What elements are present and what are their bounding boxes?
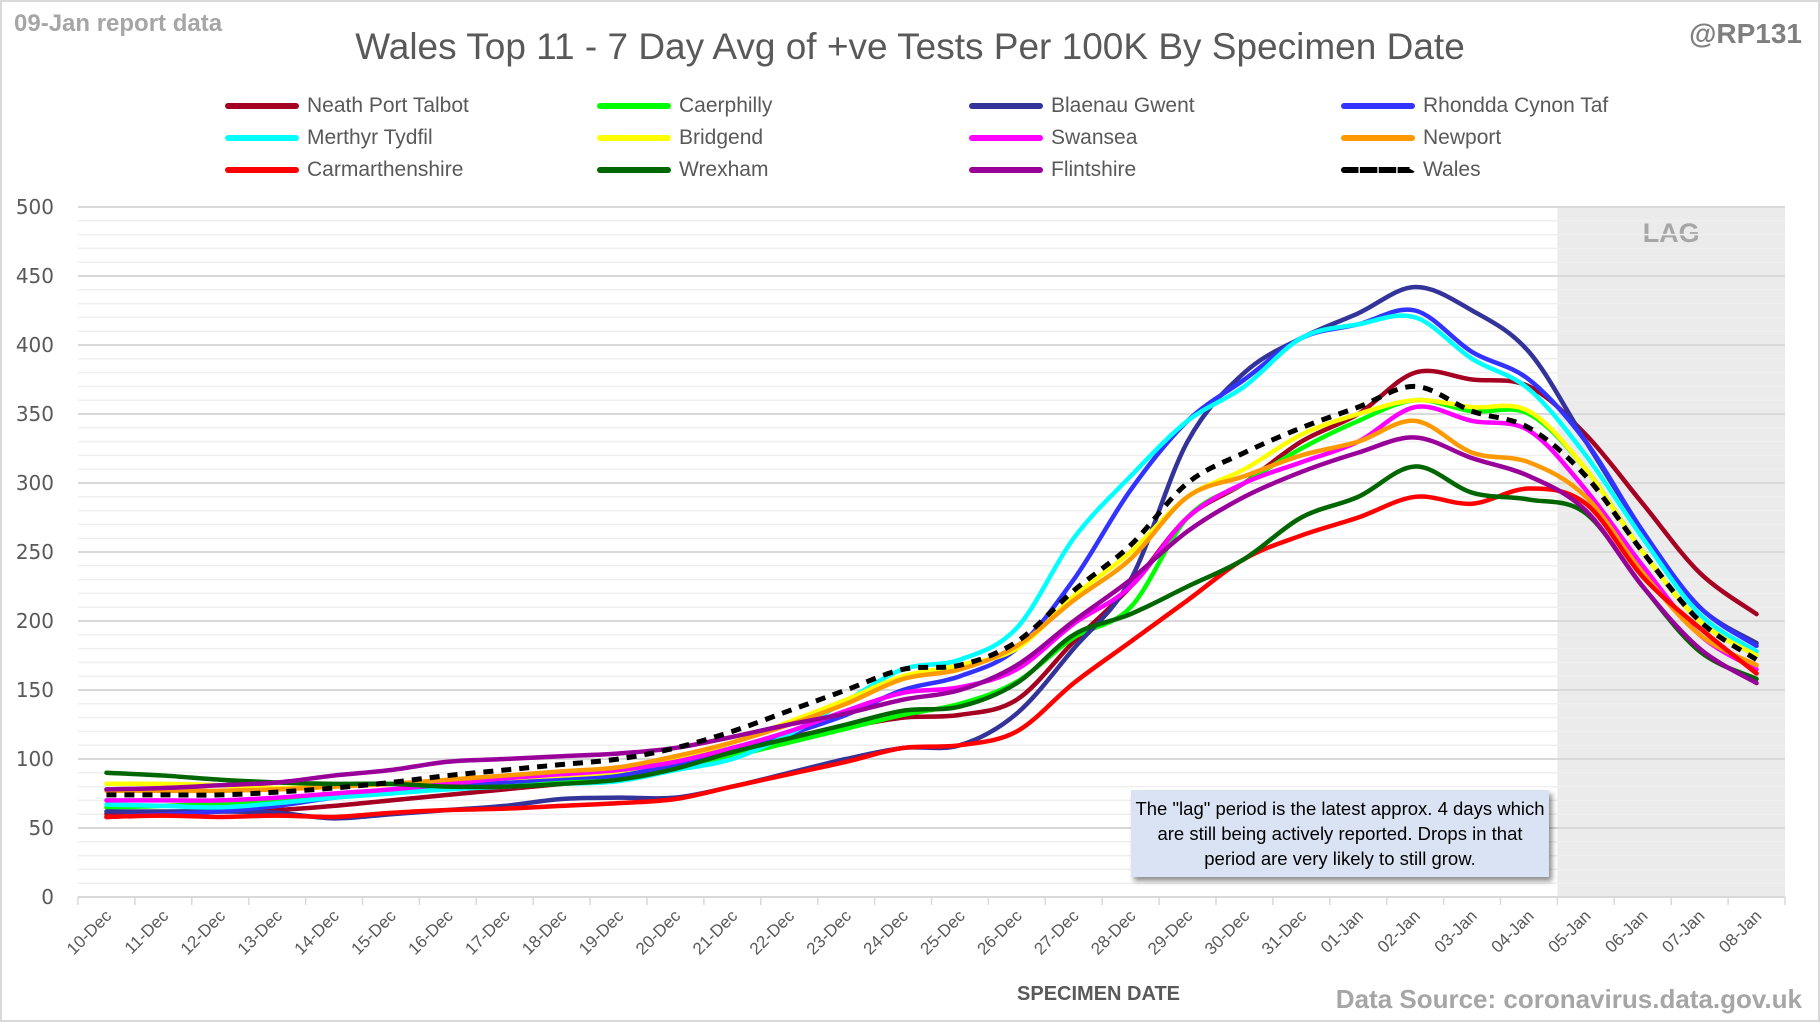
x-tick-label: 25-Dec xyxy=(917,906,970,959)
x-tick-label: 27-Dec xyxy=(1030,906,1083,959)
legend-item: Rhondda Cynon Taf xyxy=(1341,94,1608,118)
x-tick-label: 20-Dec xyxy=(632,906,685,959)
series-line-merthyr-tydfil xyxy=(104,313,1759,810)
x-tick-label: 19-Dec xyxy=(575,906,628,959)
x-tick-label: 13-Dec xyxy=(234,906,287,959)
legend-swatch xyxy=(225,167,299,173)
y-tick-label: 150 xyxy=(16,678,54,702)
x-tick-label: 26-Dec xyxy=(973,906,1026,959)
legend-item: Swansea xyxy=(969,126,1137,150)
legend-label: Neath Port Talbot xyxy=(307,94,469,117)
x-tick-label: 14-Dec xyxy=(291,906,344,959)
legend-item: Merthyr Tydfil xyxy=(225,126,433,150)
x-tick-label: 10-Dec xyxy=(63,906,116,959)
legend-item: Wales xyxy=(1341,158,1481,182)
legend-label: Bridgend xyxy=(679,126,764,149)
legend-item: Bridgend xyxy=(597,126,763,150)
legend-swatch xyxy=(969,103,1043,109)
x-tick-label: 23-Dec xyxy=(803,906,856,959)
legend-item: Carmarthenshire xyxy=(225,158,463,182)
lag-note-box: The "lag" period is the latest approx. 4… xyxy=(1131,790,1549,877)
series-line-swansea xyxy=(104,404,1759,803)
x-tick-label: 15-Dec xyxy=(348,906,401,959)
x-tick-label: 06-Jan xyxy=(1601,906,1651,956)
x-tick-label: 17-Dec xyxy=(461,906,514,959)
legend-swatch xyxy=(969,135,1043,141)
legend-item: Wrexham xyxy=(597,158,768,182)
x-tick-label: 11-Dec xyxy=(121,906,173,958)
legend-label: Blaenau Gwent xyxy=(1051,94,1195,117)
legend-swatch xyxy=(1341,135,1415,141)
x-tick-label: 21-Dec xyxy=(689,906,742,959)
y-tick-label: 250 xyxy=(16,540,54,564)
x-tick-label: 12-Dec xyxy=(177,906,230,959)
x-tick-label: 01-Jan xyxy=(1317,906,1367,956)
legend-swatch xyxy=(225,103,299,109)
series-line-newport xyxy=(104,418,1759,794)
legend-swatch xyxy=(969,167,1043,173)
y-tick-label: 100 xyxy=(16,747,54,771)
legend-label: Swansea xyxy=(1051,126,1138,149)
x-tick-label: 16-Dec xyxy=(404,906,457,959)
x-tick-label: 04-Jan xyxy=(1488,906,1538,956)
series-line-wrexham xyxy=(104,464,1759,790)
legend-item: Flintshire xyxy=(969,158,1136,182)
series-line-neath-port-talbot xyxy=(104,368,1759,817)
x-tick-label: 22-Dec xyxy=(746,906,799,959)
legend-swatch xyxy=(225,135,299,141)
legend-label: Rhondda Cynon Taf xyxy=(1423,94,1609,117)
x-tick-label: 05-Jan xyxy=(1544,906,1594,956)
legend-label: Wales xyxy=(1423,158,1481,181)
x-tick-label: 24-Dec xyxy=(860,906,913,959)
legend-label: Wrexham xyxy=(679,158,769,181)
author-handle: @RP131 xyxy=(1689,18,1802,49)
y-tick-label: 200 xyxy=(16,609,54,633)
report-date-label: 09-Jan report data xyxy=(14,10,223,37)
x-tick-label: 07-Jan xyxy=(1658,906,1708,956)
legend-swatch xyxy=(597,167,671,173)
x-tick-label: 29-Dec xyxy=(1144,906,1197,959)
x-tick-label: 03-Jan xyxy=(1431,906,1481,956)
x-tick-label: 08-Jan xyxy=(1715,906,1765,956)
y-tick-label: 400 xyxy=(16,333,54,357)
legend-label: Flintshire xyxy=(1051,158,1137,181)
x-tick-label: 28-Dec xyxy=(1087,906,1140,959)
legend-swatch xyxy=(1341,167,1415,173)
x-axis-label: SPECIMEN DATE xyxy=(1017,983,1180,1005)
series-line-flintshire xyxy=(104,435,1759,792)
x-tick-label: 18-Dec xyxy=(518,906,571,959)
chart-title: Wales Top 11 - 7 Day Avg of +ve Tests Pe… xyxy=(355,26,1465,67)
y-tick-label: 350 xyxy=(16,402,54,426)
legend-item: Caerphilly xyxy=(597,94,772,118)
legend-item: Neath Port Talbot xyxy=(225,94,469,118)
y-tick-label: 50 xyxy=(29,816,54,840)
y-tick-label: 450 xyxy=(16,264,54,288)
legend-item: Blaenau Gwent xyxy=(969,94,1195,118)
x-tick-label: 02-Jan xyxy=(1374,906,1424,956)
series-line-wales xyxy=(106,383,1758,798)
legend-swatch xyxy=(1341,103,1415,109)
lag-label: LAG xyxy=(1643,218,1700,248)
data-source-label: Data Source: coronavirus.data.gov.uk xyxy=(1335,984,1802,1014)
legend-label: Carmarthenshire xyxy=(307,158,464,181)
legend-label: Caerphilly xyxy=(679,94,773,117)
legend-swatch xyxy=(597,103,671,109)
y-tick-label: 0 xyxy=(41,885,54,909)
y-tick-label: 500 xyxy=(16,195,54,219)
legend-label: Newport xyxy=(1423,126,1502,149)
legend-label: Merthyr Tydfil xyxy=(307,126,433,149)
legend-swatch xyxy=(597,135,671,141)
legend-item: Newport xyxy=(1341,126,1501,150)
x-tick-label: 30-Dec xyxy=(1201,906,1254,959)
x-tick-label: 31-Dec xyxy=(1258,906,1311,959)
y-tick-label: 300 xyxy=(16,471,54,495)
